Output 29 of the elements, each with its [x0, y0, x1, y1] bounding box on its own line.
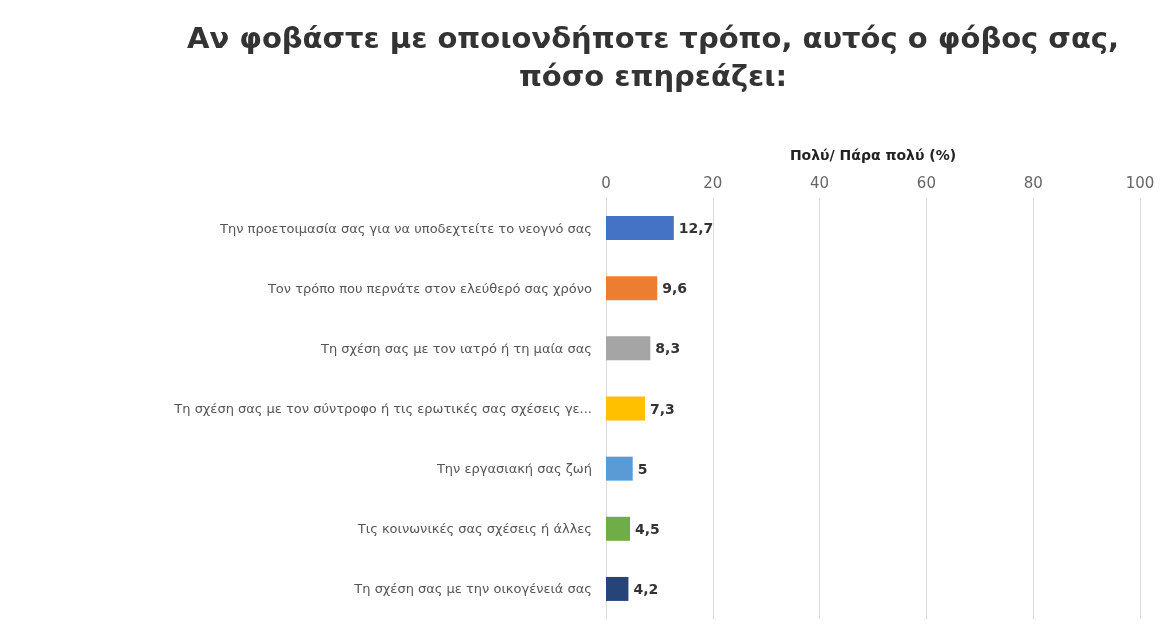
data-label: 5 [637, 460, 648, 477]
y-tick-label: Την προετοιμασία σας για να υποδεχτείτε το νεογνό σας [219, 220, 592, 236]
bar [606, 336, 651, 361]
y-tick-label: Τη σχέση σας με τον σύντροφο ή τις ερωτικές σας σχέσεις γε... [173, 401, 592, 416]
data-label: 12,7 [678, 220, 714, 237]
data-label: 8,3 [655, 340, 681, 357]
data-label: 4,2 [633, 580, 659, 597]
y-tick-label: Την εργασιακή σας ζωή [435, 461, 592, 477]
x-tick-label: 100 [1125, 173, 1155, 192]
bar [606, 516, 631, 541]
data-label: 7,3 [649, 400, 675, 417]
bar [606, 396, 645, 421]
x-tick-label: 0 [601, 173, 611, 192]
y-tick-label: Τη σχέση σας με τον ιατρό ή τη μαία σας [320, 340, 592, 356]
x-tick-label: 20 [703, 173, 723, 192]
x-tick-label: 80 [1023, 173, 1043, 192]
x-tick-label: 40 [810, 173, 830, 192]
y-tick-label: Τη σχέση σας με την οικογένειά σας [353, 581, 592, 597]
x-axis-title: Πολύ/ Πάρα πολύ (%) [789, 147, 957, 163]
y-tick-label: Τον τρόπο που περνάτε στον ελεύθερό σας χρόνο [266, 280, 593, 296]
chart-title: Αν φοβάστε με οποιονδήποτε τρόπο, αυτός ο φόβος σας, πόσο επηρεάζει: [186, 21, 1120, 93]
data-label: 4,5 [635, 520, 660, 537]
bar [606, 576, 629, 601]
y-tick-label: Τις κοινωνικές σας σχέσεις ή άλλες [356, 521, 592, 537]
bar [606, 276, 658, 301]
bar [606, 216, 674, 241]
bar [606, 456, 633, 481]
x-tick-label: 60 [916, 173, 936, 192]
data-label: 9,6 [662, 280, 688, 297]
